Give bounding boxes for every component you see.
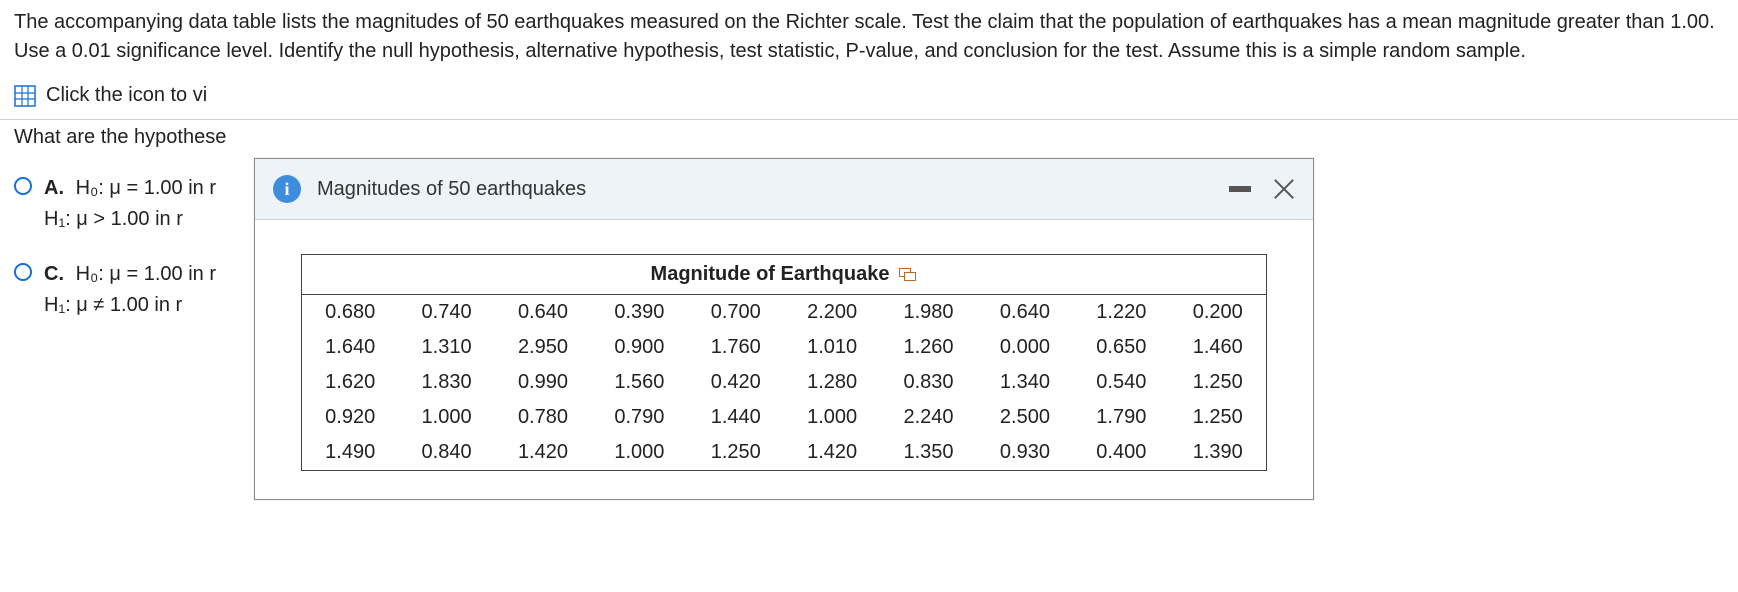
table-cell: 0.780 bbox=[495, 400, 591, 435]
table-cell: 0.830 bbox=[880, 365, 976, 400]
table-cell: 0.540 bbox=[1073, 365, 1169, 400]
table-icon bbox=[14, 85, 36, 107]
table-cell: 1.000 bbox=[784, 400, 880, 435]
table-cell: 0.680 bbox=[302, 295, 398, 330]
data-table: Magnitude of Earthquake 0.6800.7400.6400… bbox=[301, 254, 1267, 471]
table-cell: 0.990 bbox=[495, 365, 591, 400]
table-cell: 0.000 bbox=[977, 330, 1073, 365]
table-heading: Magnitude of Earthquake bbox=[302, 255, 1266, 295]
table-cell: 0.790 bbox=[591, 400, 687, 435]
table-cell: 2.240 bbox=[880, 400, 976, 435]
question-prompt: What are the hypothese bbox=[0, 120, 1738, 161]
table-cell: 1.250 bbox=[688, 435, 784, 470]
table-cell: 1.790 bbox=[1073, 400, 1169, 435]
table-row: 1.6201.8300.9901.5600.4201.2800.8301.340… bbox=[302, 365, 1266, 400]
table-cell: 1.640 bbox=[302, 330, 398, 365]
radio-c[interactable] bbox=[14, 263, 32, 281]
table-cell: 1.460 bbox=[1170, 330, 1266, 365]
table-cell: 1.420 bbox=[495, 435, 591, 470]
table-row: 0.9201.0000.7800.7901.4401.0002.2402.500… bbox=[302, 400, 1266, 435]
table-cell: 0.700 bbox=[688, 295, 784, 330]
option-a-line1: H₀: μ = 1.00 in r bbox=[76, 177, 216, 199]
problem-statement: The accompanying data table lists the ma… bbox=[0, 0, 1738, 84]
table-cell: 1.250 bbox=[1170, 365, 1266, 400]
table-cell: 0.400 bbox=[1073, 435, 1169, 470]
table-cell: 1.980 bbox=[880, 295, 976, 330]
table-cell: 0.740 bbox=[398, 295, 494, 330]
radio-a[interactable] bbox=[14, 177, 32, 195]
option-a-label: A. bbox=[44, 177, 64, 199]
table-cell: 1.260 bbox=[880, 330, 976, 365]
table-cell: 1.250 bbox=[1170, 400, 1266, 435]
copy-icon[interactable] bbox=[899, 268, 917, 282]
table-cell: 1.760 bbox=[688, 330, 784, 365]
table-cell: 0.840 bbox=[398, 435, 494, 470]
table-cell: 0.930 bbox=[977, 435, 1073, 470]
table-cell: 1.420 bbox=[784, 435, 880, 470]
modal-title: Magnitudes of 50 earthquakes bbox=[317, 178, 1213, 201]
table-title-text: Magnitude of Earthquake bbox=[651, 263, 890, 286]
table-cell: 1.390 bbox=[1170, 435, 1266, 470]
table-cell: 1.310 bbox=[398, 330, 494, 365]
table-cell: 1.220 bbox=[1073, 295, 1169, 330]
table-cell: 1.830 bbox=[398, 365, 494, 400]
option-c-label: C. bbox=[44, 263, 64, 285]
table-cell: 1.000 bbox=[591, 435, 687, 470]
table-cell: 1.010 bbox=[784, 330, 880, 365]
table-row: 0.6800.7400.6400.3900.7002.2001.9800.640… bbox=[302, 295, 1266, 330]
table-cell: 2.500 bbox=[977, 400, 1073, 435]
table-cell: 0.390 bbox=[591, 295, 687, 330]
table-cell: 1.340 bbox=[977, 365, 1073, 400]
table-cell: 0.650 bbox=[1073, 330, 1169, 365]
option-c-line2: H₁: μ ≠ 1.00 in r bbox=[44, 290, 216, 321]
table-cell: 1.000 bbox=[398, 400, 494, 435]
table-cell: 1.350 bbox=[880, 435, 976, 470]
table-cell: 0.200 bbox=[1170, 295, 1266, 330]
modal-body: Magnitude of Earthquake 0.6800.7400.6400… bbox=[255, 220, 1313, 499]
table-cell: 0.420 bbox=[688, 365, 784, 400]
table-cell: 2.200 bbox=[784, 295, 880, 330]
table-cell: 0.900 bbox=[591, 330, 687, 365]
close-icon[interactable] bbox=[1273, 178, 1295, 200]
data-table-link[interactable]: Click the icon to vi bbox=[0, 84, 1738, 113]
magnitude-table: 0.6800.7400.6400.3900.7002.2001.9800.640… bbox=[302, 295, 1266, 470]
table-cell: 0.920 bbox=[302, 400, 398, 435]
table-row: 1.6401.3102.9500.9001.7601.0101.2600.000… bbox=[302, 330, 1266, 365]
table-row: 1.4900.8401.4201.0001.2501.4201.3500.930… bbox=[302, 435, 1266, 470]
option-a-line2: H₁: μ > 1.00 in r bbox=[44, 204, 216, 235]
table-cell: 1.440 bbox=[688, 400, 784, 435]
info-icon: i bbox=[273, 175, 301, 203]
table-cell: 0.640 bbox=[977, 295, 1073, 330]
table-cell: 2.950 bbox=[495, 330, 591, 365]
data-table-link-text: Click the icon to vi bbox=[46, 84, 207, 107]
table-cell: 0.640 bbox=[495, 295, 591, 330]
minimize-icon[interactable] bbox=[1229, 186, 1251, 192]
table-cell: 1.560 bbox=[591, 365, 687, 400]
table-cell: 1.620 bbox=[302, 365, 398, 400]
table-cell: 1.490 bbox=[302, 435, 398, 470]
modal-header: i Magnitudes of 50 earthquakes bbox=[255, 159, 1313, 220]
table-cell: 1.280 bbox=[784, 365, 880, 400]
option-c-line1: H₀: μ = 1.00 in r bbox=[76, 263, 216, 285]
data-modal: i Magnitudes of 50 earthquakes Magnitude… bbox=[254, 158, 1314, 500]
